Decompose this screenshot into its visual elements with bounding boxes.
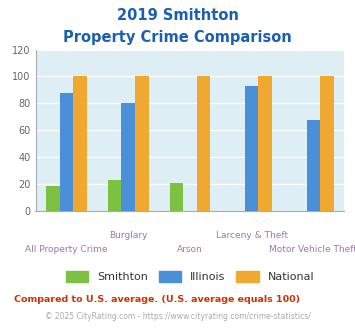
Text: Arson: Arson — [177, 245, 203, 253]
Legend: Smithton, Illinois, National: Smithton, Illinois, National — [61, 267, 318, 286]
Text: Larceny & Theft: Larceny & Theft — [215, 231, 288, 240]
Bar — [258, 77, 272, 211]
Text: Motor Vehicle Theft: Motor Vehicle Theft — [269, 245, 355, 253]
Bar — [73, 77, 87, 211]
Bar — [46, 185, 60, 211]
Bar — [121, 103, 135, 211]
Bar — [245, 86, 258, 211]
Bar — [60, 93, 73, 211]
Bar — [170, 183, 183, 211]
Text: Property Crime Comparison: Property Crime Comparison — [63, 30, 292, 45]
Bar — [307, 119, 320, 211]
Bar — [135, 77, 148, 211]
Text: © 2025 CityRating.com - https://www.cityrating.com/crime-statistics/: © 2025 CityRating.com - https://www.city… — [45, 312, 310, 321]
Bar — [108, 180, 121, 211]
Bar — [320, 77, 334, 211]
Text: All Property Crime: All Property Crime — [25, 245, 108, 253]
Text: Compared to U.S. average. (U.S. average equals 100): Compared to U.S. average. (U.S. average … — [14, 295, 300, 304]
Bar — [197, 77, 210, 211]
Text: 2019 Smithton: 2019 Smithton — [116, 8, 239, 23]
Text: Burglary: Burglary — [109, 231, 147, 240]
